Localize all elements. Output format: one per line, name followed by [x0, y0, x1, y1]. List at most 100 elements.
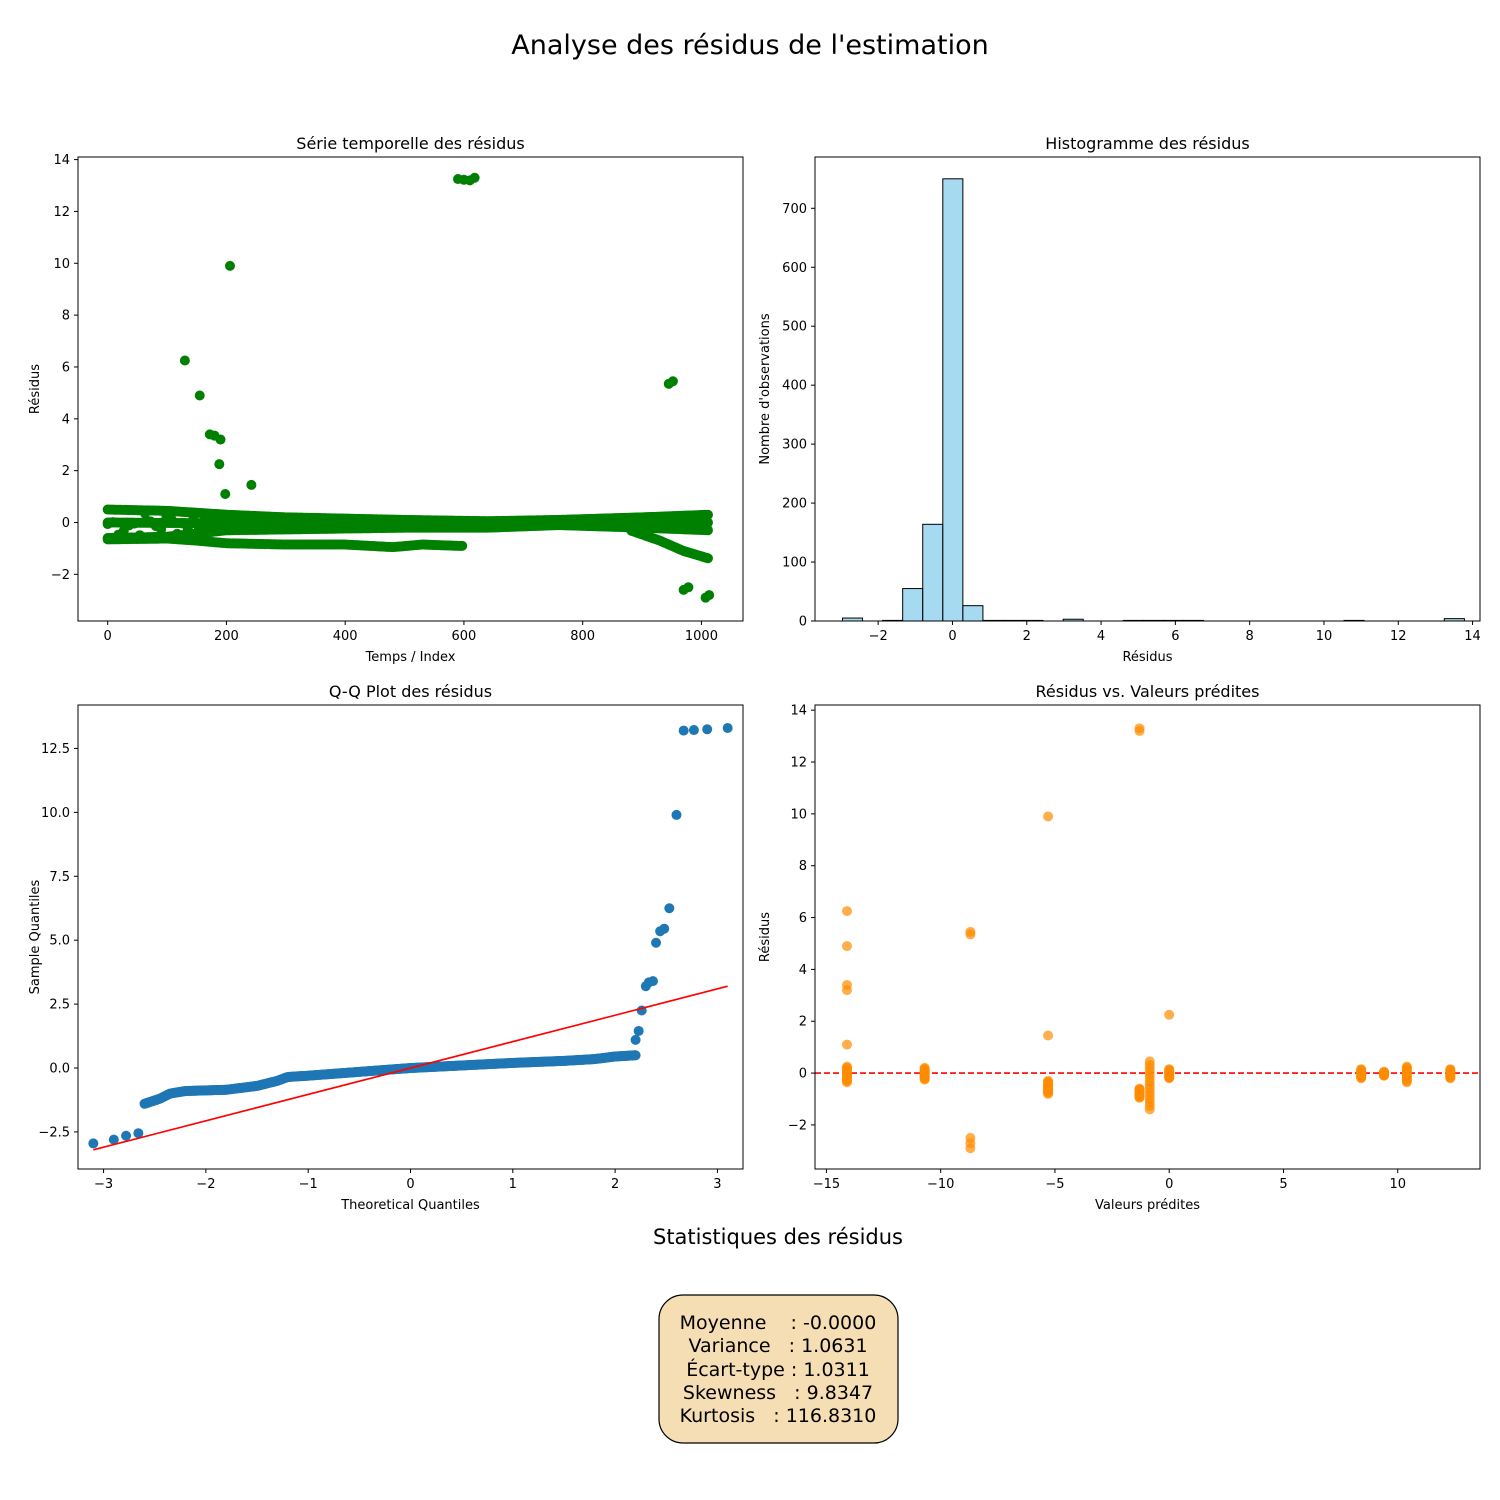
- qq-point: [664, 903, 675, 914]
- fitted-residual-point: [841, 985, 852, 996]
- fitted-residual-point: [1043, 811, 1054, 822]
- fitted-residual-point: [841, 1039, 852, 1050]
- qq-point: [688, 725, 699, 736]
- qq-plot-area: [88, 723, 733, 1151]
- histogram-bar: [942, 178, 964, 621]
- residual-outlier-point: [220, 488, 231, 499]
- qq-xtick-label: 3: [713, 1177, 721, 1192]
- fitted-residual-point: [919, 1062, 930, 1073]
- fitted-xtick-label: 5: [1279, 1177, 1287, 1192]
- fitted-residual-point: [1379, 1066, 1390, 1077]
- histogram-bar: [962, 605, 984, 621]
- qq-xlabel: Theoretical Quantiles: [340, 1198, 480, 1213]
- qq-point: [108, 1134, 119, 1145]
- qq-xtick-label: −1: [299, 1177, 318, 1192]
- timeseries-ytick-label: 12: [53, 205, 70, 220]
- residual-time-series-panel: Série temporelle des résidus Temps / Inde…: [28, 134, 744, 665]
- qq-point: [88, 1138, 99, 1149]
- timeseries-xtick-label: 0: [104, 629, 112, 644]
- timeseries-title: Série temporelle des résidus: [296, 134, 524, 153]
- fitted-residual-point: [841, 906, 852, 917]
- fitted-ytick-label: 14: [790, 704, 807, 719]
- qq-point: [630, 1050, 641, 1061]
- qq-point: [133, 1128, 144, 1139]
- timeseries-ytick-label: 6: [62, 360, 70, 375]
- qq-xtick-label: 2: [611, 1177, 619, 1192]
- qq-point: [630, 1034, 641, 1045]
- histogram-xtick-label: 10: [1316, 629, 1333, 644]
- residuals-vs-fitted-panel: Résidus vs. Valeurs prédites Valeurs préd…: [758, 682, 1481, 1213]
- stats-line-std: Écart-type : 1.0311: [686, 1358, 870, 1381]
- stats-line-mean: Moyenne : -0.0000: [680, 1312, 877, 1334]
- timeseries-plot-area: [102, 172, 715, 603]
- fitted-residual-point: [1134, 1083, 1145, 1094]
- fitted-xtick-label: 0: [1165, 1177, 1173, 1192]
- fitted-residual-point: [1401, 1061, 1412, 1072]
- residual-outlier-point: [704, 590, 715, 601]
- histogram-ylabel: Nombre d'observations: [758, 313, 773, 464]
- fitted-residual-point: [1043, 1030, 1054, 1041]
- histogram-ytick-label: 700: [782, 202, 807, 217]
- fitted-residual-point: [841, 941, 852, 952]
- fitted-ylabel: Résidus: [758, 912, 773, 962]
- qq-xtick-label: −3: [94, 1177, 113, 1192]
- timeseries-axes-frame: [77, 156, 744, 622]
- qq-xtick-label: −2: [196, 1177, 215, 1192]
- fitted-ytick-label: 12: [790, 756, 807, 771]
- timeseries-xtick-label: 400: [333, 629, 358, 644]
- timeseries-ytick-label: −2: [51, 568, 70, 583]
- fitted-axes-frame: [814, 704, 1481, 1170]
- fitted-residual-point: [1134, 725, 1145, 736]
- fitted-xtick-label: −5: [1045, 1177, 1064, 1192]
- residual-outlier-point: [469, 172, 480, 183]
- figure-title: Analyse des résidus de l'estimation: [511, 30, 988, 61]
- qq-axes-frame: [77, 704, 744, 1170]
- histogram-ytick-label: 100: [782, 556, 807, 571]
- fitted-ytick-label: −2: [788, 1118, 807, 1133]
- qq-point: [651, 937, 662, 948]
- fitted-xtick-label: −15: [813, 1177, 840, 1192]
- fitted-ytick-label: 2: [799, 1015, 807, 1030]
- fitted-residual-point: [1356, 1064, 1367, 1075]
- residual-outlier-point: [215, 434, 226, 445]
- histogram-xlabel: Résidus: [1122, 650, 1172, 665]
- histogram-ytick-label: 0: [799, 615, 807, 630]
- qq-ytick-label: 12.5: [41, 742, 70, 757]
- stats-line-skewness: Skewness : 9.8347: [683, 1382, 873, 1404]
- histogram-xtick-label: −2: [869, 629, 888, 644]
- timeseries-xtick-label: 200: [214, 629, 239, 644]
- stats-line-variance: Variance : 1.0631: [688, 1335, 867, 1357]
- residual-histogram-panel: Histogramme des résidus Résidus Nombre d'o…: [758, 134, 1481, 665]
- qq-xtick-label: 1: [509, 1177, 517, 1192]
- fitted-xtick-label: 10: [1389, 1177, 1406, 1192]
- timeseries-xlabel: Temps / Index: [365, 650, 456, 665]
- fitted-ytick-label: 0: [799, 1067, 807, 1082]
- residual-outlier-point: [683, 582, 694, 593]
- timeseries-xtick-label: 600: [452, 629, 477, 644]
- qq-point: [647, 976, 658, 987]
- residual-outlier-point: [246, 479, 257, 490]
- fitted-residual-point: [965, 929, 976, 940]
- timeseries-ytick-label: 8: [62, 309, 70, 324]
- qq-point: [671, 809, 682, 820]
- stats-line-kurtosis: Kurtosis : 116.8310: [680, 1405, 877, 1427]
- timeseries-ytick-label: 14: [53, 153, 70, 168]
- fitted-xlabel: Valeurs prédites: [1095, 1198, 1200, 1213]
- histogram-xtick-label: 14: [1464, 629, 1481, 644]
- timeseries-xtick-label: 800: [570, 629, 595, 644]
- stats-title: Statistiques des résidus: [653, 1225, 903, 1249]
- histogram-ytick-label: 400: [782, 379, 807, 394]
- histogram-axes-frame: [814, 156, 1481, 622]
- histogram-xtick-label: 2: [1023, 629, 1031, 644]
- histogram-xtick-label: 8: [1246, 629, 1254, 644]
- qq-point: [678, 725, 689, 736]
- residual-point: [702, 553, 713, 564]
- qq-point: [633, 1025, 644, 1036]
- fitted-residual-point: [1043, 1075, 1054, 1086]
- residual-outlier-point: [194, 390, 205, 401]
- fitted-residual-point: [1144, 1056, 1155, 1067]
- histogram-bar: [1062, 618, 1084, 621]
- histogram-plot-area: [841, 178, 1465, 621]
- residual-point: [702, 525, 713, 536]
